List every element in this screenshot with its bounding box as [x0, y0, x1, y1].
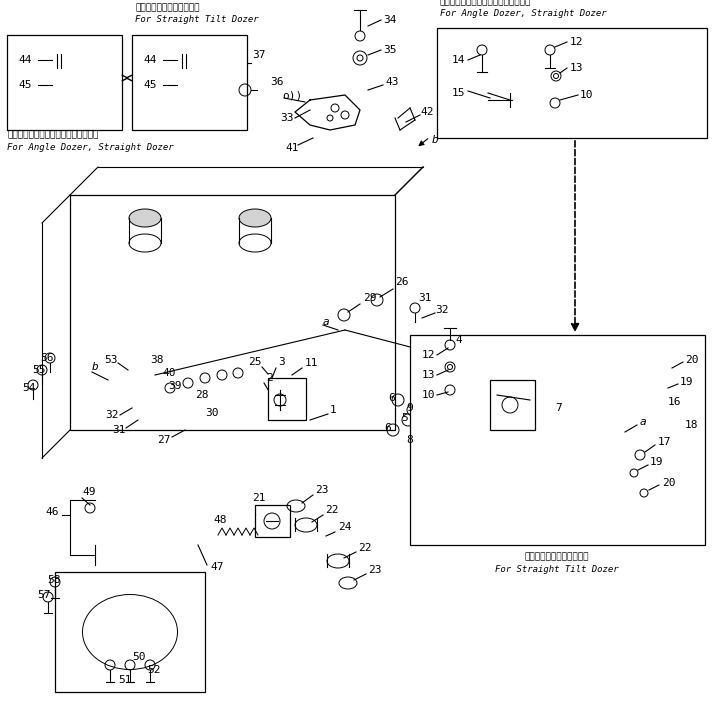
Bar	[70, 195, 395, 430]
Text: 15: 15	[452, 88, 465, 98]
Text: 58: 58	[47, 575, 60, 585]
Text: For Angle Dozer, Straight Dozer: For Angle Dozer, Straight Dozer	[440, 9, 607, 18]
Bar	[430, 362, 440, 378]
Text: 17: 17	[658, 437, 672, 447]
Text: 22: 22	[325, 505, 339, 515]
Text: 11: 11	[305, 358, 319, 368]
Text: 40: 40	[162, 368, 175, 378]
Text: For Angle Dozer, Straight Dozer: For Angle Dozer, Straight Dozer	[7, 144, 173, 153]
Text: 54: 54	[22, 383, 35, 393]
Text: 23: 23	[368, 565, 382, 575]
Bar	[53, 54, 62, 68]
Bar	[178, 54, 187, 68]
Text: 24: 24	[338, 522, 352, 532]
Bar	[437, 28, 707, 138]
Text: 29: 29	[363, 293, 377, 303]
Text: 44: 44	[18, 55, 32, 65]
Text: 50: 50	[132, 652, 145, 662]
Text: 6: 6	[384, 423, 390, 433]
Text: 5: 5	[401, 413, 408, 423]
Text: b: b	[92, 362, 99, 372]
Bar	[410, 335, 705, 545]
Text: 43: 43	[385, 77, 398, 87]
Text: 4: 4	[455, 335, 462, 345]
Text: 36: 36	[270, 77, 283, 87]
Text: 26: 26	[395, 277, 408, 287]
Text: 55: 55	[32, 365, 45, 375]
Text: 35: 35	[383, 45, 396, 55]
Text: 12: 12	[422, 350, 436, 360]
Text: 14: 14	[452, 55, 465, 65]
Text: 56: 56	[40, 353, 53, 363]
Text: 21: 21	[252, 493, 265, 503]
Text: 47: 47	[210, 562, 224, 572]
Text: 51: 51	[118, 675, 132, 685]
Text: 45: 45	[143, 80, 157, 90]
Text: a: a	[323, 317, 330, 327]
Text: 22: 22	[358, 543, 372, 553]
Bar	[490, 380, 535, 430]
Text: 27: 27	[157, 435, 170, 445]
Text: 16: 16	[668, 397, 682, 407]
Text: 37: 37	[252, 50, 265, 60]
Ellipse shape	[239, 209, 271, 227]
Bar	[268, 378, 306, 420]
Text: 48: 48	[213, 515, 226, 525]
Text: 32: 32	[105, 410, 119, 420]
Text: 46: 46	[45, 507, 58, 517]
Text: 28: 28	[195, 390, 209, 400]
Text: a: a	[640, 417, 647, 427]
Text: 19: 19	[650, 457, 664, 467]
Text: 33: 33	[280, 113, 293, 123]
Text: For Straight Tilt Dozer: For Straight Tilt Dozer	[495, 565, 619, 574]
Bar	[132, 35, 247, 130]
Text: 39: 39	[168, 381, 181, 391]
Ellipse shape	[129, 209, 161, 227]
Text: 6: 6	[388, 393, 395, 403]
Text: 38: 38	[150, 355, 163, 365]
Text: 8: 8	[406, 435, 413, 445]
Text: b: b	[432, 135, 439, 145]
Text: 10: 10	[580, 90, 593, 100]
Bar	[255, 505, 290, 537]
Text: 42: 42	[420, 107, 434, 117]
Text: 20: 20	[685, 355, 698, 365]
Text: o)): o))	[282, 90, 302, 100]
Text: 13: 13	[570, 63, 584, 73]
Text: 19: 19	[680, 377, 694, 387]
Text: 9: 9	[406, 403, 413, 413]
Text: 41: 41	[285, 143, 298, 153]
Text: 7: 7	[555, 403, 562, 413]
Text: ストレートチルトドーザ用: ストレートチルトドーザ用	[135, 4, 199, 13]
Text: 10: 10	[422, 390, 436, 400]
Text: 31: 31	[112, 425, 126, 435]
Text: 3: 3	[278, 357, 285, 367]
Text: 2: 2	[266, 373, 273, 383]
Text: 31: 31	[418, 293, 431, 303]
Text: 13: 13	[422, 370, 436, 380]
Text: 32: 32	[435, 305, 449, 315]
Bar	[7, 35, 122, 130]
Text: 30: 30	[205, 408, 219, 418]
Text: 12: 12	[570, 37, 584, 47]
Text: 52: 52	[147, 665, 160, 675]
Text: 57: 57	[37, 590, 50, 600]
Text: 53: 53	[104, 355, 117, 365]
Text: アングルドーザ、ストレートドーザ用: アングルドーザ、ストレートドーザ用	[440, 0, 531, 6]
Text: For Straight Tilt Dozer: For Straight Tilt Dozer	[135, 15, 259, 25]
Text: 49: 49	[82, 487, 96, 497]
Text: アングルドーザ、ストレートドーザ用: アングルドーザ、ストレートドーザ用	[7, 130, 99, 139]
Text: ストレートチルトドーザ用: ストレートチルトドーザ用	[525, 553, 590, 562]
Text: 25: 25	[248, 357, 262, 367]
Text: 18: 18	[685, 420, 698, 430]
Text: 34: 34	[383, 15, 396, 25]
Text: 1: 1	[330, 405, 336, 415]
Text: 20: 20	[662, 478, 675, 488]
Text: 45: 45	[18, 80, 32, 90]
Text: 23: 23	[315, 485, 329, 495]
Bar	[55, 572, 205, 692]
Text: 44: 44	[143, 55, 157, 65]
